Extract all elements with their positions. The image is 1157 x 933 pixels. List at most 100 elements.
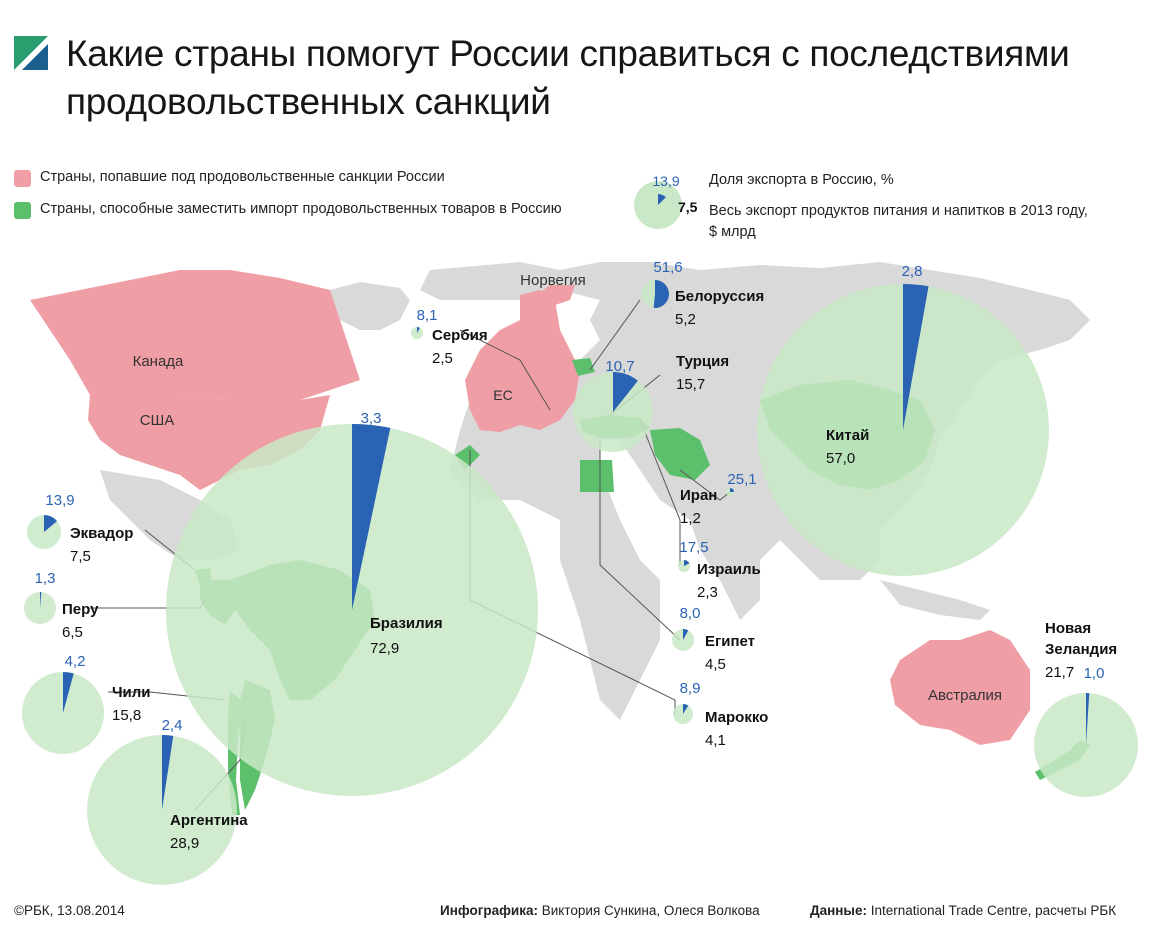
share-wedge [1086, 693, 1090, 745]
share-label: 1,3 [35, 570, 56, 587]
share-label: 13,9 [45, 492, 74, 509]
label-australia: Австралия [928, 687, 1002, 704]
share-wedge [63, 672, 74, 713]
region-australia [890, 630, 1030, 745]
country-bubble: 25,1 Иран 1,2 [680, 471, 757, 527]
country-bubble: 1,3 Перу 6,5 [24, 570, 99, 641]
country-bubble: 1,0 Новая Зеландия 21,7 [1034, 620, 1138, 797]
share-label: 8,1 [417, 307, 438, 324]
legend-example: 13,9 7,5 [634, 173, 698, 229]
share-label: 8,9 [680, 680, 701, 697]
country-bubble: 8,1 Сербия 2,5 [411, 307, 488, 367]
share-wedge [730, 488, 734, 493]
share-wedge [417, 327, 420, 333]
country-name: Иран [680, 487, 717, 504]
legend-swatch-sanctioned [14, 170, 31, 187]
footer-infographic-label: Инфографика: [440, 903, 538, 918]
legend-example-value: 7,5 [678, 199, 698, 215]
export-value: 21,7 [1045, 664, 1074, 681]
share-wedge [162, 735, 174, 810]
share-label: 2,8 [902, 263, 923, 280]
share-label: 51,6 [653, 259, 682, 276]
share-label: 10,7 [605, 358, 634, 375]
rbc-logo-icon [14, 36, 48, 70]
country-name: Египет [705, 633, 755, 650]
region-egypt [580, 460, 614, 492]
footer-data: Данные: International Trade Centre, расч… [810, 903, 1116, 918]
share-wedge [683, 629, 689, 640]
country-bubble: 13,9 Эквадор 7,5 [27, 492, 133, 565]
footer-infographic-authors: Виктория Сункина, Олеся Волкова [541, 903, 760, 918]
region-eu [465, 290, 580, 432]
footer-copyright: ©РБК, 13.08.2014 [14, 903, 125, 918]
country-name: Турция [676, 353, 729, 370]
share-label: 2,4 [162, 717, 183, 734]
export-value: 57,0 [826, 450, 855, 467]
export-value: 15,7 [676, 376, 705, 393]
legend-share-label: Доля экспорта в Россию, % [709, 172, 894, 188]
legend-sanctioned: Страны, попавшие под продовольственные с… [40, 169, 445, 185]
region-norway [520, 285, 575, 320]
share-wedge [684, 560, 690, 566]
country-name: Аргентина [170, 812, 248, 829]
export-value: 72,9 [370, 640, 399, 657]
label-norway: Норвегия [520, 272, 586, 289]
share-wedge [352, 424, 391, 610]
region-belarus [572, 358, 595, 376]
country-name: Чили [112, 684, 151, 701]
footer-infographic: Инфографика: Виктория Сункина, Олеся Вол… [440, 903, 760, 918]
country-name: Бразилия [370, 615, 443, 632]
share-wedge [653, 280, 669, 308]
land-sanctioned [30, 270, 1030, 745]
export-value: 7,5 [70, 548, 91, 565]
export-value: 1,2 [680, 510, 701, 527]
legend-value-label-line2: $ млрд [709, 224, 756, 240]
country-bubble: 10,7 Турция 15,7 [573, 353, 729, 452]
label-usa: США [140, 412, 175, 429]
export-value: 28,9 [170, 835, 199, 852]
country-bubble: 17,5 Израиль 2,3 [678, 539, 761, 601]
label-canada: Канада [133, 353, 184, 370]
country-bubble: 51,6 Белоруссия 5,2 [641, 259, 764, 328]
region-canada [30, 270, 360, 400]
export-value: 4,5 [705, 656, 726, 673]
region-usa [88, 395, 330, 490]
share-label: 3,3 [361, 410, 382, 427]
country-name: Новая [1045, 620, 1091, 637]
share-wedge [40, 592, 42, 608]
share-label: 8,0 [680, 605, 701, 622]
share-wedge [613, 372, 638, 412]
country-bubble: 2,8 Китай 57,0 [757, 263, 1049, 576]
country-name: Белоруссия [675, 288, 764, 305]
country-name: Зеландия [1045, 641, 1117, 658]
country-name: Перу [62, 601, 99, 618]
share-label: 4,2 [65, 653, 86, 670]
share-wedge [683, 704, 689, 714]
bubbles-layer: 3,3 Бразилия 72,9 2,8 Китай 57,0 2,4 Аргентина 2… [22, 259, 1138, 885]
export-value: 4,1 [705, 732, 726, 749]
country-name: Сербия [432, 327, 488, 344]
region-iran [650, 428, 710, 480]
share-label: 17,5 [679, 539, 708, 556]
label-eu: ЕС [493, 387, 512, 403]
country-name: Марокко [705, 709, 768, 726]
export-value: 5,2 [675, 311, 696, 328]
country-bubble: 3,3 Бразилия 72,9 [166, 410, 538, 796]
export-value: 6,5 [62, 624, 83, 641]
page-title: Какие страны помогут России справиться с… [66, 33, 1070, 122]
footer-data-label: Данные: [810, 903, 867, 918]
legend-value-label-line1: Весь экспорт продуктов питания и напитко… [709, 203, 1088, 219]
share-label: 1,0 [1084, 665, 1105, 682]
footer-data-source: International Trade Centre, расчеты РБК [870, 903, 1117, 918]
export-value: 2,5 [432, 350, 453, 367]
share-wedge [44, 515, 58, 532]
country-name: Китай [826, 427, 869, 444]
share-wedge [903, 284, 929, 430]
legend-substitutes: Страны, способные заместить импорт продо… [40, 201, 562, 217]
legend-example-share: 13,9 [652, 173, 679, 189]
legend-swatch-substitutes [14, 202, 31, 219]
country-name: Эквадор [70, 525, 133, 542]
